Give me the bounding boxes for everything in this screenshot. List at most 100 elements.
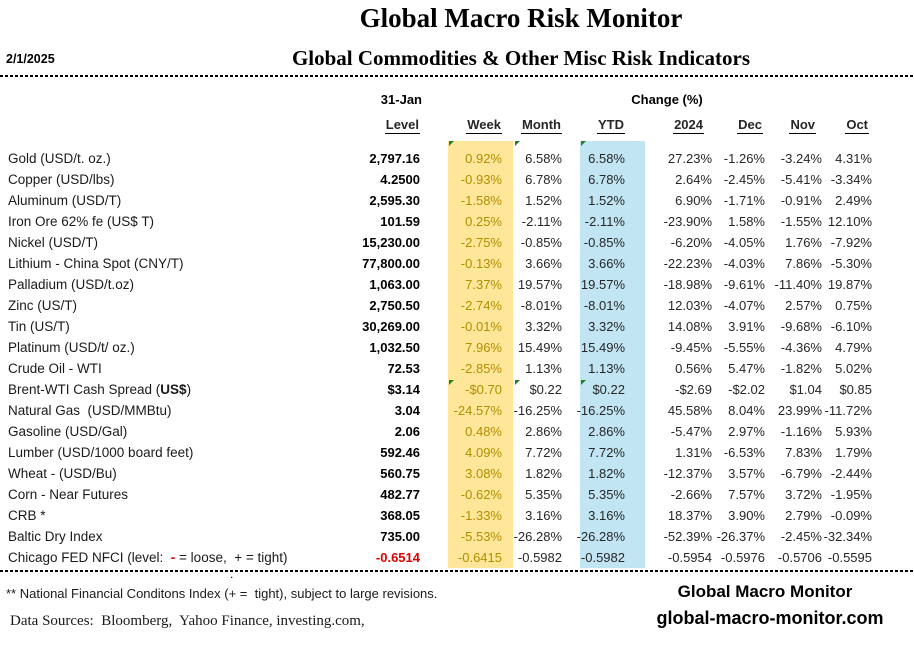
- row-dec-chg: -4.07%: [723, 298, 765, 313]
- row-oct-chg: -3.34%: [830, 172, 872, 187]
- row-2024-chg: -6.20%: [670, 235, 712, 250]
- row-dec-chg: 3.57%: [728, 466, 765, 481]
- row-nov-chg: -1.82%: [780, 361, 822, 376]
- row-ytd-chg: -26.28%: [576, 529, 625, 544]
- row-ytd-chg: 2.86%: [588, 424, 625, 439]
- row-nov-chg: 23.99%: [777, 403, 822, 418]
- table-row: Wheat - (USD/Bu) 560.75 3.08% 1.82% 1.82…: [0, 463, 872, 484]
- row-2024-chg: -23.90%: [663, 214, 712, 229]
- row-nov-chg: 3.72%: [785, 487, 822, 502]
- table-row: Nickel (USD/T) 15,230.00 -2.75% -0.85% -…: [0, 232, 872, 253]
- row-dec-chg: -1.26%: [723, 151, 765, 166]
- row-week-chg: -24.57%: [453, 403, 502, 418]
- row-2024-chg: 45.58%: [667, 403, 712, 418]
- row-month-chg: 19.57%: [517, 277, 562, 292]
- level-date-group-header: 31-Jan: [380, 92, 422, 107]
- row-dec-chg: -$2.02: [728, 382, 765, 397]
- row-label: Chicago FED NFCI (level: - = loose, + = …: [8, 550, 288, 565]
- row-nov-chg: -0.5706: [777, 550, 822, 565]
- col-header-month: Month: [521, 117, 562, 134]
- row-level: 3.04: [394, 403, 420, 418]
- row-ytd-chg: -2.11%: [584, 214, 625, 229]
- row-month-chg: $0.22: [529, 382, 562, 397]
- row-oct-chg: 5.02%: [835, 361, 872, 376]
- row-level: 30,269.00: [362, 319, 420, 334]
- row-month-chg: 6.58%: [525, 151, 562, 166]
- row-week-chg: 7.96%: [465, 340, 502, 355]
- table-row: CRB * 368.05 -1.33% 3.16% 3.16% 18.37% 3…: [0, 505, 872, 526]
- comment-marker-icon: [515, 380, 520, 385]
- row-oct-chg: 2.49%: [835, 193, 872, 208]
- row-2024-chg: 12.03%: [667, 298, 712, 313]
- row-2024-chg: -2.66%: [670, 487, 712, 502]
- table-row: Crude Oil - WTI 72.53 -2.85% 1.13% 1.13%…: [0, 358, 872, 379]
- row-dec-chg: -4.03%: [723, 256, 765, 271]
- row-level: -0.6514: [375, 550, 420, 565]
- row-dec-chg: 7.57%: [728, 487, 765, 502]
- row-ytd-chg: 3.16%: [588, 508, 625, 523]
- row-dec-chg: -4.05%: [723, 235, 765, 250]
- nfci-footnote: ** National Financial Conditons Index (+…: [6, 586, 438, 601]
- row-ytd-chg: 3.66%: [588, 256, 625, 271]
- row-week-chg: -0.93%: [460, 172, 502, 187]
- row-oct-chg: 0.75%: [835, 298, 872, 313]
- row-dec-chg: 8.04%: [728, 403, 765, 418]
- row-oct-chg: 4.31%: [835, 151, 872, 166]
- row-week-chg: -1.58%: [460, 193, 502, 208]
- row-2024-chg: 27.23%: [667, 151, 712, 166]
- col-header-level: Level: [384, 117, 420, 134]
- row-2024-chg: -18.98%: [663, 277, 712, 292]
- brand-url: global-macro-monitor.com: [656, 608, 884, 628]
- row-oct-chg: -5.30%: [830, 256, 872, 271]
- row-2024-chg: 1.31%: [675, 445, 712, 460]
- row-oct-chg: 1.79%: [835, 445, 872, 460]
- row-level: 1,063.00: [369, 277, 420, 292]
- row-week-chg: 0.48%: [465, 424, 502, 439]
- table-row: Baltic Dry Index 735.00 -5.53% -26.28% -…: [0, 526, 872, 547]
- row-label: Aluminum (USD/T): [8, 193, 122, 208]
- row-nov-chg: -2.45%: [780, 529, 822, 544]
- row-nov-chg: -1.55%: [780, 214, 822, 229]
- row-label: Nickel (USD/T): [8, 235, 98, 250]
- row-month-chg: 5.35%: [525, 487, 562, 502]
- row-oct-chg: -7.92%: [830, 235, 872, 250]
- row-2024-chg: -22.23%: [663, 256, 712, 271]
- row-nov-chg: 2.57%: [785, 298, 822, 313]
- row-nov-chg: 7.83%: [785, 445, 822, 460]
- col-header-oct: Oct: [845, 117, 869, 134]
- row-dec-chg: 3.91%: [728, 319, 765, 334]
- row-ytd-chg: 6.78%: [588, 172, 625, 187]
- row-dec-chg: -1.71%: [723, 193, 765, 208]
- row-label: Platinum (USD/t/ oz.): [8, 340, 135, 355]
- row-oct-chg: -2.44%: [830, 466, 872, 481]
- row-week-chg: 4.09%: [465, 445, 502, 460]
- row-label: Copper (USD/lbs): [8, 172, 115, 187]
- row-nov-chg: $1.04: [789, 382, 822, 397]
- row-label: Zinc (US/T): [8, 298, 77, 313]
- row-nov-chg: -9.68%: [780, 319, 822, 334]
- row-level: 1,032.50: [369, 340, 420, 355]
- row-dec-chg: -2.45%: [723, 172, 765, 187]
- row-ytd-chg: 1.13%: [588, 361, 625, 376]
- table-row: Brent-WTI Cash Spread (US$) $3.14 -$0.70…: [0, 379, 872, 400]
- row-nov-chg: -3.24%: [780, 151, 822, 166]
- page-title: Global Macro Risk Monitor: [359, 3, 683, 33]
- row-level: $3.14: [387, 382, 420, 397]
- row-oct-chg: -11.72%: [824, 403, 872, 418]
- row-level: 101.59: [380, 214, 420, 229]
- row-2024-chg: -5.47%: [670, 424, 712, 439]
- change-group-header: Change (%): [631, 92, 703, 107]
- table-row: Natural Gas (USD/MMBtu) 3.04 -24.57% -16…: [0, 400, 872, 421]
- col-header-2024: 2024: [673, 117, 704, 134]
- week-column-highlight: [448, 141, 513, 568]
- row-label: Gold (USD/t. oz.): [8, 151, 111, 166]
- row-label: Crude Oil - WTI: [8, 361, 102, 376]
- row-level: 2.06: [394, 424, 420, 439]
- row-week-chg: 7.37%: [465, 277, 502, 292]
- row-oct-chg: 4.79%: [835, 340, 872, 355]
- row-nov-chg: -6.79%: [780, 466, 822, 481]
- stray-dot: .: [230, 567, 234, 581]
- row-label: Baltic Dry Index: [8, 529, 103, 544]
- row-label: Gasoline (USD/Gal): [8, 424, 128, 439]
